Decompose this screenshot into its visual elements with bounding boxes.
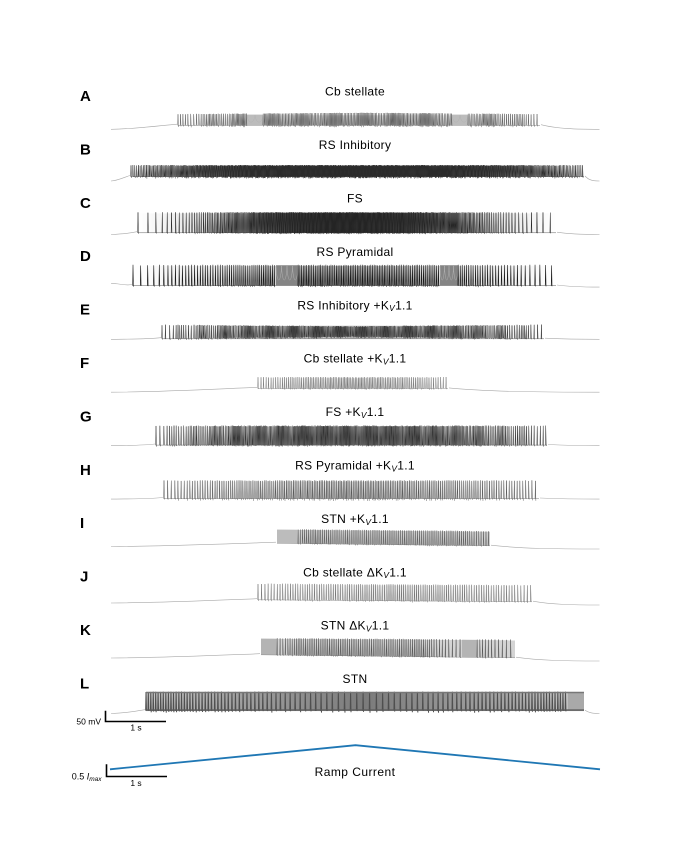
svg-text:50 mV: 50 mV bbox=[76, 717, 101, 727]
svg-text:D: D bbox=[80, 248, 91, 265]
svg-text:A: A bbox=[80, 88, 91, 105]
svg-text:1 s: 1 s bbox=[130, 778, 141, 788]
svg-text:RS Inhibitory +KV1.1: RS Inhibitory +KV1.1 bbox=[297, 298, 412, 313]
svg-text:1 s: 1 s bbox=[130, 722, 141, 732]
svg-text:Cb stellate ΔKV1.1: Cb stellate ΔKV1.1 bbox=[303, 565, 407, 580]
svg-text:H: H bbox=[80, 462, 91, 479]
svg-text:E: E bbox=[80, 302, 90, 319]
svg-text:I: I bbox=[80, 515, 84, 532]
svg-text:RS Pyramidal: RS Pyramidal bbox=[317, 245, 394, 259]
svg-text:FS: FS bbox=[347, 192, 363, 206]
svg-text:Ramp Current: Ramp Current bbox=[315, 765, 396, 779]
svg-text:B: B bbox=[80, 141, 91, 158]
svg-text:J: J bbox=[80, 569, 88, 586]
svg-text:L: L bbox=[80, 675, 89, 692]
svg-text:F: F bbox=[80, 355, 89, 372]
svg-text:K: K bbox=[80, 622, 91, 639]
svg-text:C: C bbox=[80, 195, 91, 212]
svg-text:Cb stellate +KV1.1: Cb stellate +KV1.1 bbox=[304, 352, 407, 367]
svg-text:Cb stellate: Cb stellate bbox=[325, 85, 385, 99]
svg-text:STN: STN bbox=[343, 672, 368, 686]
svg-text:STN ΔKV1.1: STN ΔKV1.1 bbox=[321, 619, 390, 634]
svg-text:0.5 Imax: 0.5 Imax bbox=[72, 772, 103, 784]
svg-text:FS +KV1.1: FS +KV1.1 bbox=[326, 405, 385, 420]
svg-text:RS Inhibitory: RS Inhibitory bbox=[319, 138, 392, 152]
svg-text:STN +KV1.1: STN +KV1.1 bbox=[321, 512, 389, 527]
svg-text:RS Pyramidal +KV1.1: RS Pyramidal +KV1.1 bbox=[295, 459, 415, 474]
svg-text:G: G bbox=[80, 408, 92, 425]
